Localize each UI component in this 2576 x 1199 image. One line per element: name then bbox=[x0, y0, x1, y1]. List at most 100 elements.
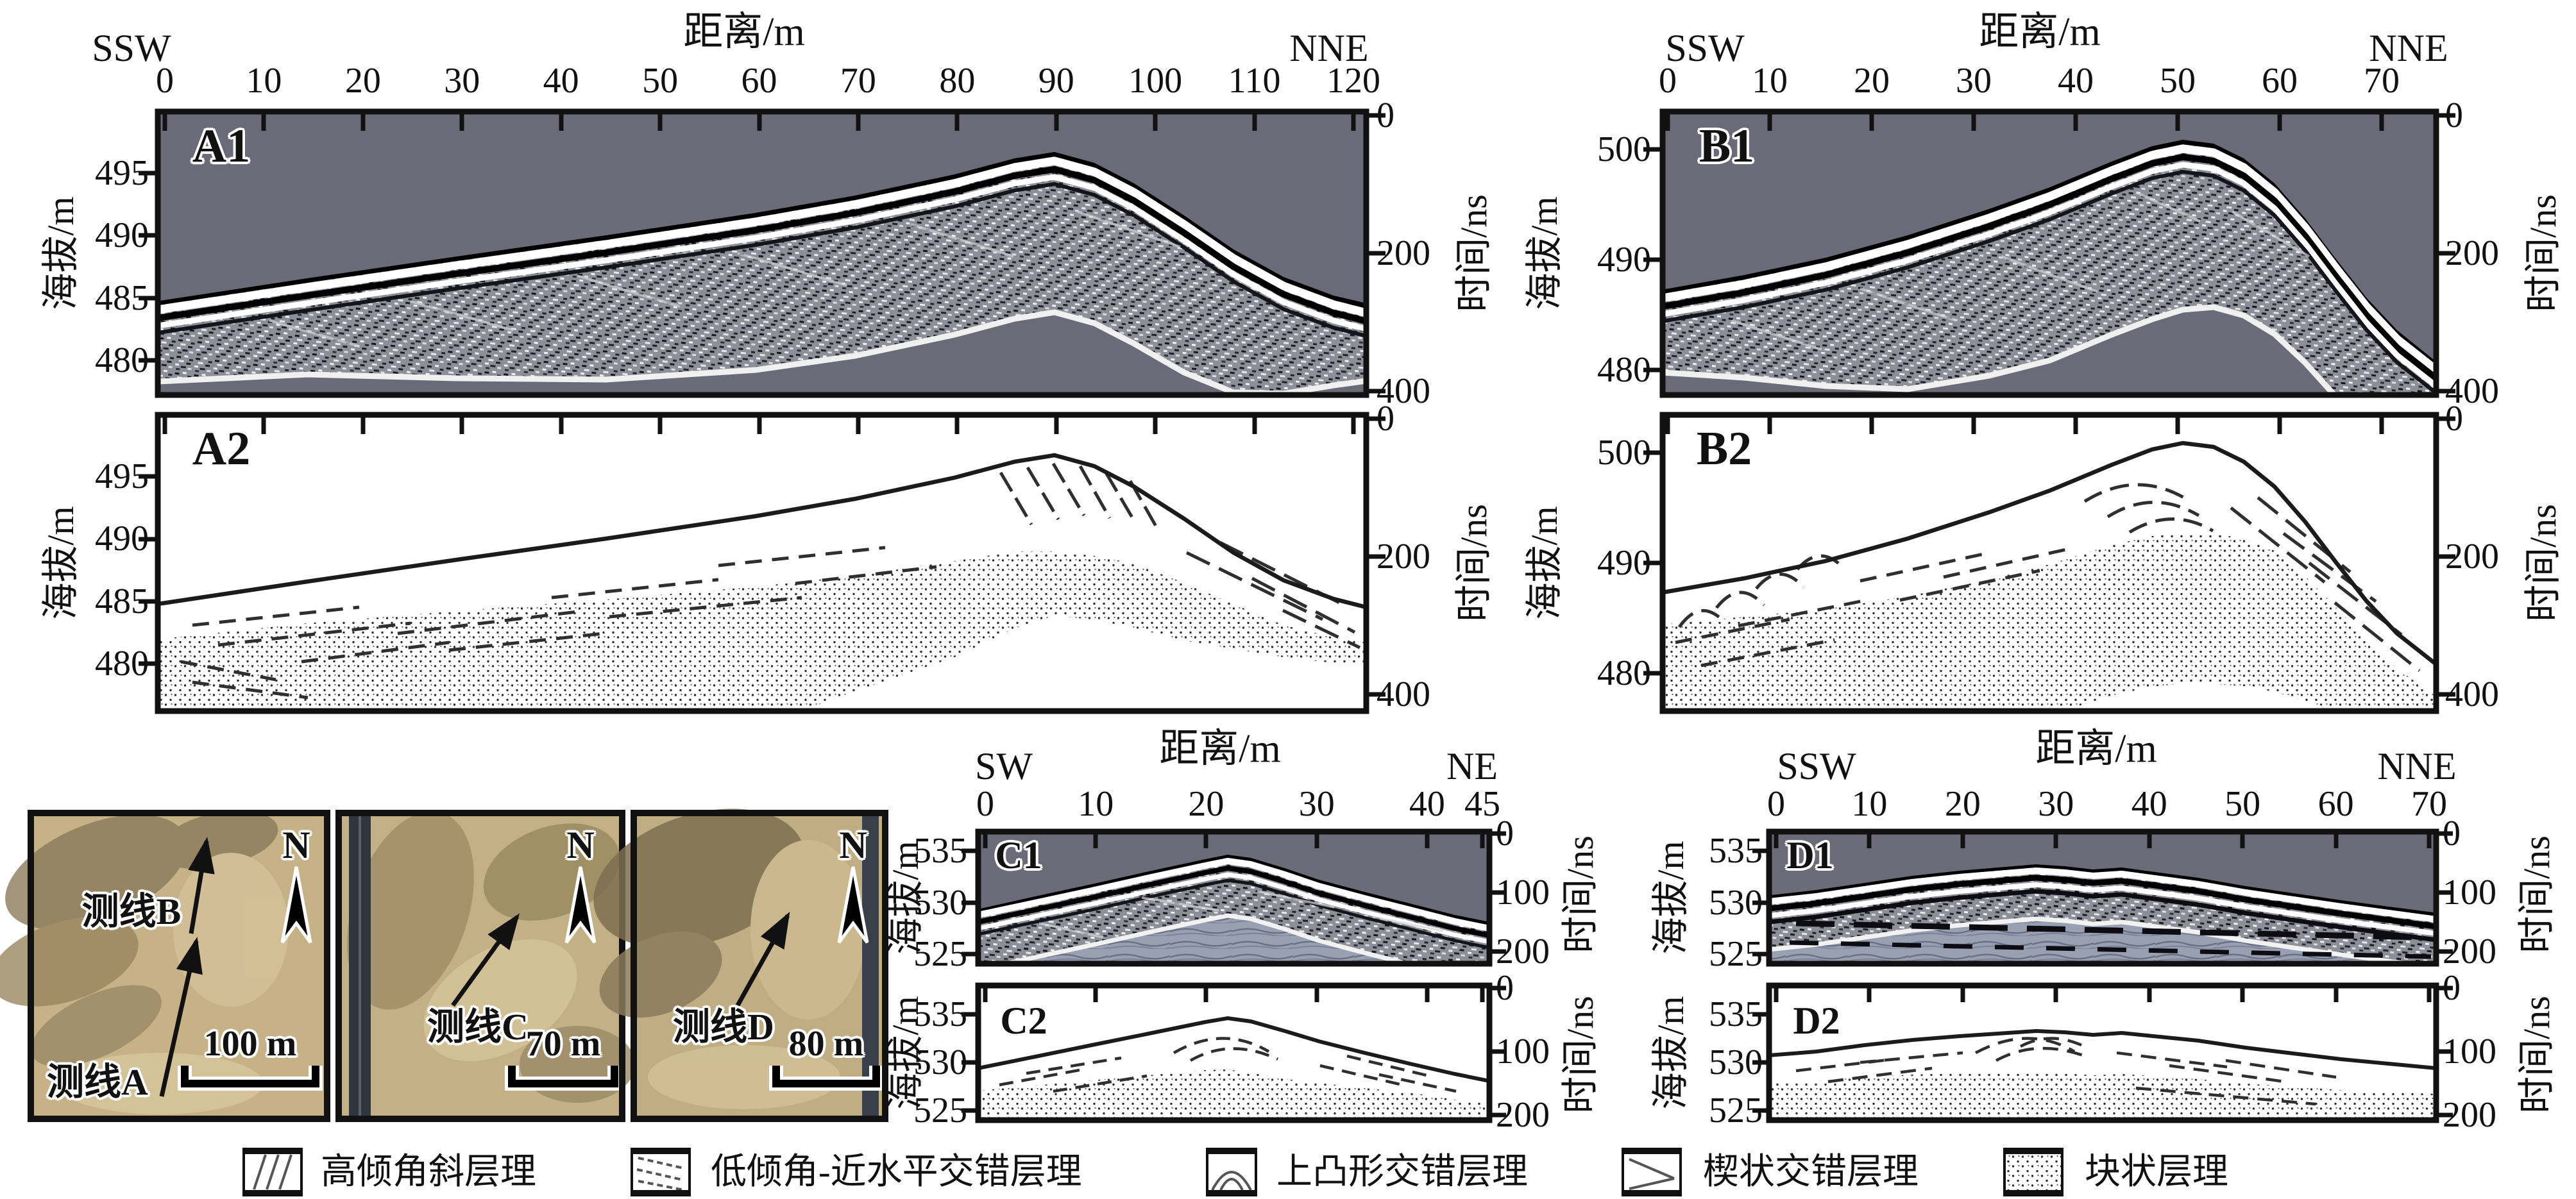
time-ticks-d2: 0 100 200 bbox=[2443, 970, 2513, 1133]
xaxis-ticks-b: 0 10 20 30 40 50 60 70 bbox=[1659, 61, 2400, 101]
xaxis-title-b: 距离/m bbox=[1979, 10, 2101, 54]
time-axis-title-b1: 时间/ns bbox=[2522, 194, 2564, 312]
tick-label: 0 bbox=[1377, 96, 1394, 135]
tick-label: 500 bbox=[1597, 130, 1651, 169]
tick-label: 200 bbox=[1496, 1095, 1550, 1135]
tick-label: 10 bbox=[1851, 784, 1888, 824]
xaxis-title-d: 距离/m bbox=[2035, 727, 2157, 771]
tick-label: 60 bbox=[741, 61, 777, 101]
tick-label: 40 bbox=[1409, 784, 1445, 824]
elev-ticks-a2: 495 490 485 480 bbox=[77, 458, 149, 682]
radargram-b1 bbox=[1665, 114, 2434, 392]
tick-label: 490 bbox=[1597, 240, 1651, 280]
tick-label: 480 bbox=[1597, 653, 1651, 693]
tick-label: 530 bbox=[913, 882, 967, 923]
scale-label-photo2: 70 m bbox=[525, 1024, 601, 1064]
time-axis-title-b2: 时间/ns bbox=[2522, 504, 2564, 622]
tick-label: 525 bbox=[1709, 1091, 1763, 1130]
legend-swatch-stipple-icon bbox=[2003, 1148, 2063, 1196]
direction-label-a-right: NNE bbox=[1289, 27, 1369, 69]
xaxis-ticks-c: 0 10 20 30 40 45 bbox=[976, 784, 1500, 825]
north-label-photo2: N bbox=[566, 824, 595, 866]
scale-label-photo1: 100 m bbox=[203, 1024, 297, 1064]
panel-label-d1: D1 bbox=[1786, 834, 1834, 876]
tick-label: 100 bbox=[2443, 873, 2496, 912]
legend-label-massive: 块状层理 bbox=[2085, 1152, 2228, 1192]
tick-label: 50 bbox=[642, 61, 679, 101]
direction-label-c-left: SW bbox=[975, 745, 1033, 787]
time-ticks-b1: 0 200 400 bbox=[2445, 97, 2529, 409]
survey-arrow-b bbox=[188, 837, 215, 934]
radargram-c1 bbox=[981, 834, 1487, 961]
photo-survey-lines-a-b bbox=[0, 810, 330, 1122]
survey-line-a-label: 测线A bbox=[47, 1061, 148, 1103]
scale-label-photo3: 80 m bbox=[788, 1024, 864, 1064]
tick-label: 495 bbox=[95, 457, 149, 496]
time-ticks-a2: 0 200 400 bbox=[1377, 401, 1460, 712]
xaxis-ticks-d: 0 10 20 30 40 50 60 70 bbox=[1767, 784, 2447, 825]
tick-label: 90 bbox=[1038, 61, 1074, 101]
interpretation-a2 bbox=[160, 455, 1364, 709]
north-compass-icon bbox=[837, 866, 869, 944]
legend-swatch-low-angle-dashes-icon bbox=[631, 1148, 691, 1196]
tick-label: 495 bbox=[95, 153, 149, 193]
tick-label: 0 bbox=[1767, 784, 1785, 824]
interpretation-c2 bbox=[981, 1018, 1487, 1118]
tick-label: 400 bbox=[1377, 371, 1430, 411]
north-label-photo1: N bbox=[282, 824, 310, 866]
yaxis-title-a2: 海拔/m bbox=[40, 506, 81, 620]
yaxis-title-d2: 海拔/m bbox=[1650, 996, 1691, 1110]
tick-label: 480 bbox=[95, 644, 149, 683]
tick-label: 110 bbox=[1228, 61, 1281, 101]
legend-swatch-convex-arcs-icon bbox=[1206, 1148, 1257, 1196]
time-axis-title-d2: 时间/ns bbox=[2516, 996, 2557, 1114]
photo-survey-line-d bbox=[593, 809, 888, 1122]
tick-label: 20 bbox=[1944, 784, 1981, 824]
tick-label: 100 bbox=[1128, 61, 1183, 101]
legend-swatches bbox=[242, 1148, 2063, 1196]
north-label-photo3: N bbox=[839, 824, 867, 866]
tick-label: 70 bbox=[2411, 784, 2447, 824]
tick-label: 535 bbox=[913, 831, 967, 871]
tick-label: 525 bbox=[913, 934, 967, 974]
time-axis-title-c1: 时间/ns bbox=[1559, 835, 1601, 953]
tick-label: 480 bbox=[1597, 350, 1651, 390]
tick-label: 525 bbox=[1709, 934, 1763, 974]
legend-label-convex-arcs: 上凸形交错层理 bbox=[1276, 1152, 1528, 1192]
tick-label: 70 bbox=[2364, 61, 2400, 101]
yaxis-title-b2: 海拔/m bbox=[1523, 506, 1565, 620]
axis-tick-marks bbox=[139, 113, 2455, 1118]
tick-label: 60 bbox=[2318, 784, 2354, 824]
legend-swatch-steep-lines-icon bbox=[242, 1148, 303, 1196]
panel-label-a2: A2 bbox=[192, 423, 251, 475]
tick-label: 10 bbox=[1078, 784, 1114, 824]
yaxis-title-b1: 海拔/m bbox=[1523, 196, 1565, 310]
elev-ticks-c1: 535 530 525 bbox=[903, 833, 967, 972]
time-ticks-d1: 0 100 200 bbox=[2443, 816, 2513, 969]
tick-label: 500 bbox=[1597, 433, 1651, 473]
direction-label-a-left: SSW bbox=[92, 27, 171, 69]
time-ticks-c1: 0 100 200 bbox=[1496, 816, 1566, 969]
tick-label: 30 bbox=[444, 61, 480, 101]
tick-label: 0 bbox=[1377, 399, 1394, 439]
tick-label: 50 bbox=[2224, 784, 2261, 824]
tick-label: 45 bbox=[1464, 784, 1500, 824]
survey-line-b-label: 测线B bbox=[81, 891, 182, 932]
tick-label: 480 bbox=[95, 340, 149, 380]
tick-label: 400 bbox=[1377, 675, 1430, 714]
tick-label: 0 bbox=[2445, 96, 2463, 135]
tick-label: 40 bbox=[2131, 784, 2167, 824]
direction-label-b-left: SSW bbox=[1665, 27, 1745, 69]
survey-line-c-label: 测线C bbox=[427, 1006, 529, 1048]
yaxis-title-a1: 海拔/m bbox=[40, 196, 81, 310]
tick-label: 400 bbox=[2445, 675, 2499, 714]
panel-label-a1: A1 bbox=[192, 120, 251, 172]
tick-label: 60 bbox=[2262, 61, 2298, 101]
tick-label: 0 bbox=[1496, 814, 1514, 853]
tick-label: 530 bbox=[913, 1043, 967, 1082]
tick-label: 100 bbox=[1496, 873, 1550, 912]
panel-label-b1: B1 bbox=[1699, 120, 1755, 172]
tick-label: 10 bbox=[1752, 61, 1788, 101]
elev-ticks-c2: 535 530 525 bbox=[903, 996, 967, 1128]
tick-label: 535 bbox=[1709, 994, 1763, 1034]
